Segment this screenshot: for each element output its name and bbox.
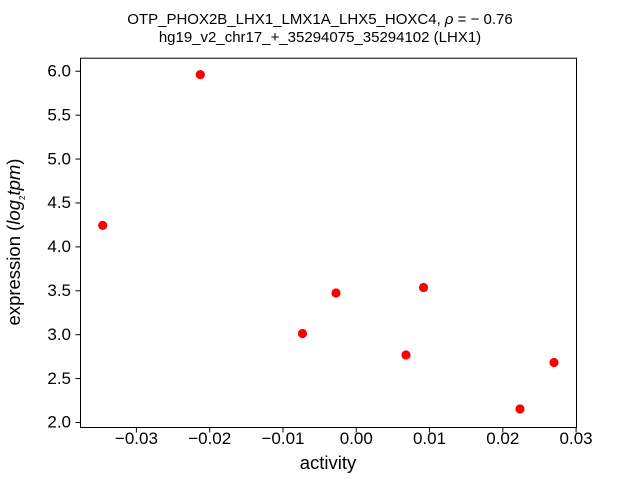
svg-text:4.0: 4.0 xyxy=(47,237,71,256)
svg-text:0.03: 0.03 xyxy=(560,429,593,448)
svg-text:expression (log2tpm): expression (log2tpm) xyxy=(3,159,27,326)
svg-text:−0.01: −0.01 xyxy=(261,429,304,448)
svg-text:OTP_PHOX2B_LHX1_LMX1A_LHX5_HOX: OTP_PHOX2B_LHX1_LMX1A_LHX5_HOXC4, ρ = − … xyxy=(127,11,512,28)
svg-text:4.5: 4.5 xyxy=(47,193,71,212)
svg-text:2.0: 2.0 xyxy=(47,413,71,432)
svg-text:hg19_v2_chr17_+_35294075_35294: hg19_v2_chr17_+_35294075_35294102 (LHX1) xyxy=(159,29,481,46)
svg-text:5.0: 5.0 xyxy=(47,149,71,168)
svg-text:6.0: 6.0 xyxy=(47,62,71,81)
svg-text:−0.02: −0.02 xyxy=(188,429,231,448)
svg-text:5.5: 5.5 xyxy=(47,105,71,124)
svg-text:−0.03: −0.03 xyxy=(115,429,158,448)
svg-text:2.5: 2.5 xyxy=(47,369,71,388)
svg-text:3.5: 3.5 xyxy=(47,281,71,300)
svg-text:0.00: 0.00 xyxy=(340,429,373,448)
svg-text:0.01: 0.01 xyxy=(413,429,446,448)
svg-text:3.0: 3.0 xyxy=(47,325,71,344)
svg-text:0.02: 0.02 xyxy=(486,429,519,448)
svg-text:activity: activity xyxy=(300,452,357,473)
